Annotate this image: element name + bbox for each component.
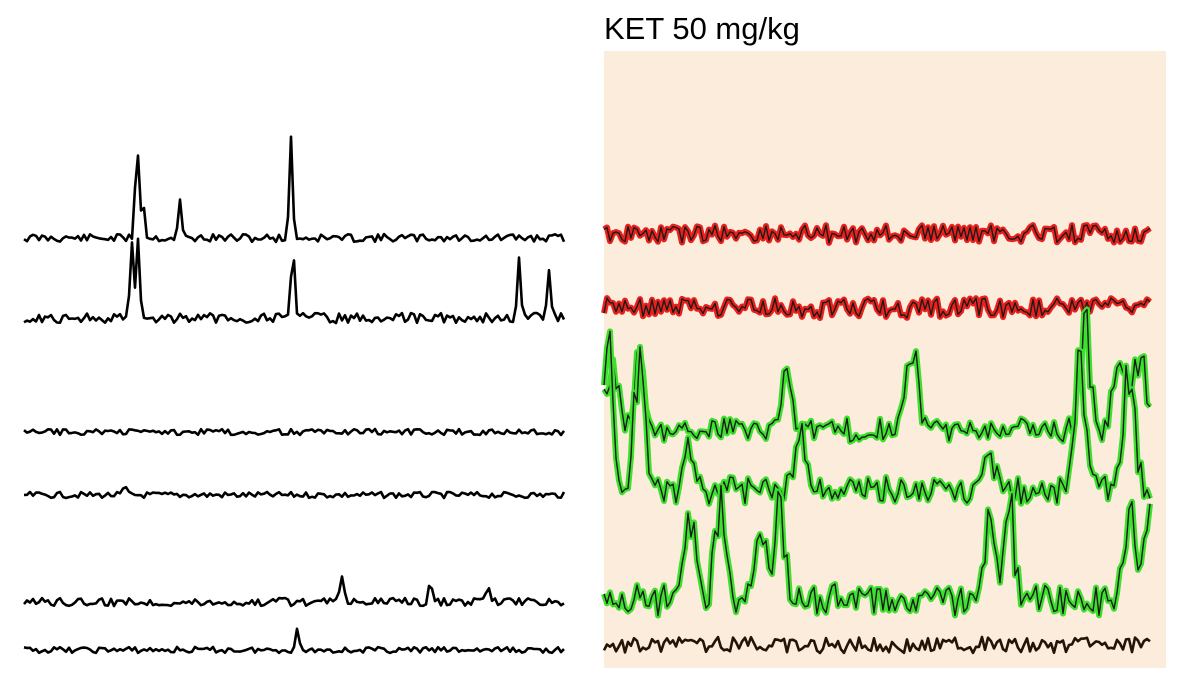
green-trace-core [603,330,1151,505]
green-trace-core [603,484,1151,617]
control-trace [23,627,565,655]
chart-title: KET 50 mg/kg [604,11,800,46]
control-trace [23,237,566,325]
red-trace-core [603,297,1151,319]
control-trace [23,485,566,500]
ket-trace [602,635,1151,655]
control-trace [23,135,566,244]
control-trace [23,575,565,608]
red-trace-core [603,224,1151,244]
green-trace-core [603,308,1151,443]
control-trace [23,427,566,437]
